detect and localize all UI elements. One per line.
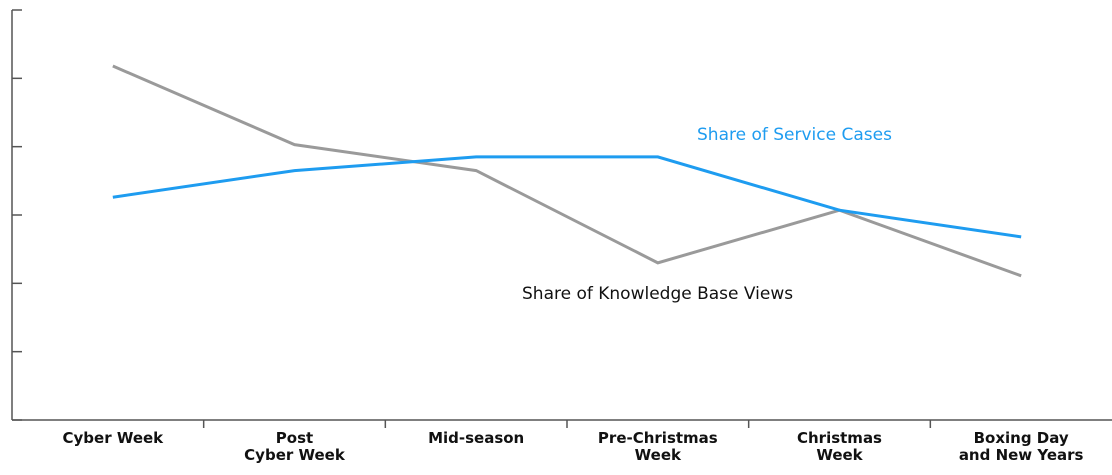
- x-tick-label: Cyber Week: [62, 429, 164, 447]
- series-label: Share of Knowledge Base Views: [522, 284, 794, 304]
- x-tick-label: Boxing Day and New Years: [958, 429, 1084, 464]
- x-tick-label: Pre-Christmas Week: [597, 429, 718, 464]
- x-tick-label: Post Cyber Week: [244, 429, 345, 464]
- x-tick-label: Christmas Week: [796, 429, 882, 464]
- series-line: [112, 64, 1022, 278]
- series-label: Share of Service Cases: [697, 125, 892, 145]
- x-tick-label: Mid-season: [428, 429, 525, 447]
- series-line: [112, 155, 1022, 239]
